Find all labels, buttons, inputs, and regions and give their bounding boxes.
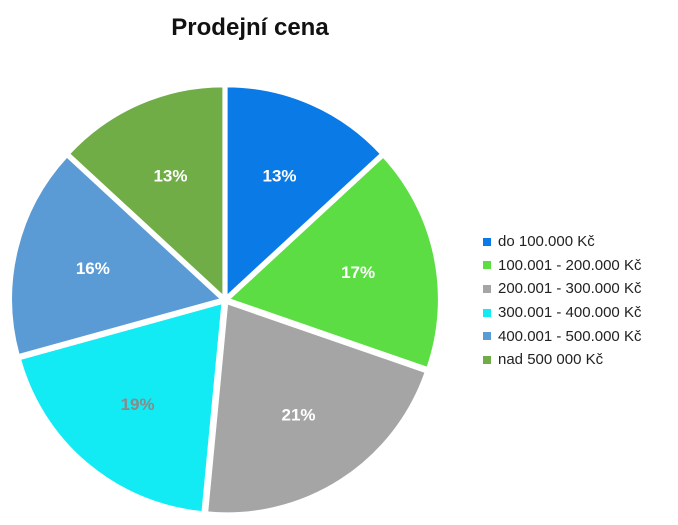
legend-item: do 100.000 Kč [483, 230, 641, 254]
legend-swatch [483, 261, 491, 270]
pie-slice [18, 301, 224, 514]
legend-label: do 100.000 Kč [498, 233, 595, 251]
legend-label: nad 500 000 Kč [498, 351, 604, 369]
legend-item: 300.001 - 400.000 Kč [483, 301, 641, 325]
legend-label: 200.001 - 300.000 Kč [498, 280, 642, 298]
legend-item: nad 500 000 Kč [483, 348, 641, 372]
pie-slice [206, 302, 427, 515]
legend-swatch [483, 237, 491, 246]
legend: do 100.000 Kč 100.001 - 200.000 Kč 200.001… [483, 230, 641, 372]
slice-percent-label: 17% [341, 263, 375, 282]
legend-swatch [483, 332, 491, 341]
chart-title: Prodejní cena [171, 14, 329, 41]
pie-slice [10, 155, 224, 357]
slice-percent-label: 19% [121, 395, 155, 414]
legend-label: 100.001 - 200.000 Kč [498, 256, 642, 274]
legend-label: 300.001 - 400.000 Kč [498, 304, 642, 322]
legend-item: 200.001 - 300.000 Kč [483, 277, 641, 301]
slice-percent-label: 13% [153, 166, 187, 185]
legend-swatch [483, 284, 491, 293]
slice-percent-label: 13% [263, 166, 297, 185]
legend-item: 100.001 - 200.000 Kč [483, 254, 641, 278]
legend-item: 400.001 - 500.000 Kč [483, 324, 641, 348]
slice-percent-label: 21% [282, 405, 316, 424]
pie-slice [225, 85, 383, 299]
legend-swatch [483, 355, 491, 364]
slice-percent-label: 16% [76, 259, 110, 278]
pie-slice [227, 155, 440, 370]
pie-slice [67, 85, 225, 299]
legend-swatch [483, 308, 491, 317]
legend-label: 400.001 - 500.000 Kč [498, 327, 642, 345]
